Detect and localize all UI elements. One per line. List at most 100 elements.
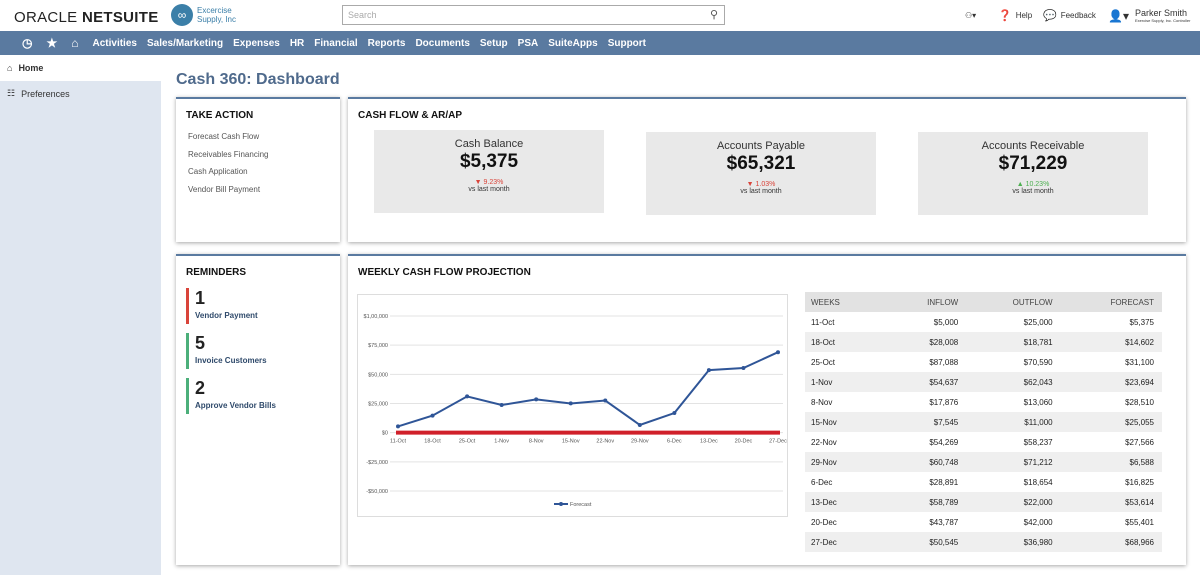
link-vendor-bill-payment[interactable]: Vendor Bill Payment — [188, 185, 261, 194]
home-icon[interactable]: ⌂ — [71, 36, 79, 50]
x-tick-label: 11-Oct — [390, 439, 407, 445]
table-cell: 1-Nov — [805, 372, 890, 392]
x-tick-label: 25-Oct — [459, 439, 476, 445]
table-cell: $70,590 — [1023, 357, 1053, 367]
user-menu[interactable]: 👤▾ Parker Smith Exercise Supply, Inc. Con… — [1108, 0, 1190, 31]
nav-activities[interactable]: Activities — [92, 37, 137, 49]
table-cell: $5,375 — [1129, 317, 1154, 327]
nav-financial[interactable]: Financial — [314, 37, 358, 49]
reminder-vendor-payment[interactable]: 1 Vendor Payment — [186, 288, 258, 324]
link-receivables-financing[interactable]: Receivables Financing — [188, 150, 269, 159]
data-point — [568, 401, 573, 406]
table-row: 6-Dec $28,891 $18,654 $16,825 — [805, 472, 1162, 492]
nav-psa[interactable]: PSA — [517, 37, 539, 49]
nav-hr[interactable]: HR — [289, 37, 305, 49]
cash-flow-panel: CASH FLOW & AR/AP Cash Balance $5,375 ▼ … — [348, 97, 1186, 242]
help-icon: ❓ — [998, 10, 1012, 22]
netsuite-logo[interactable]: ORACLE NETSUITE — [14, 9, 159, 26]
reminder-label: Invoice Customers — [195, 356, 267, 365]
feedback-icon: 💬 — [1043, 10, 1057, 22]
y-tick-label: $25,000 — [368, 402, 388, 408]
sidebar-item-home[interactable]: ⌂ Home — [0, 55, 161, 81]
table-cell: 15-Nov — [805, 412, 890, 432]
table-cell: $87,088 — [929, 357, 959, 367]
kpi-sub: vs last month — [468, 186, 510, 193]
table-cell: $53,614 — [1060, 492, 1162, 512]
panel-title: CASH FLOW & AR/AP — [358, 110, 463, 121]
table-header: WEEKS INFLOW OUTFLOW FORECAST — [805, 292, 1162, 312]
kpi-cash-balance: Cash Balance $5,375 ▼ 9.23% vs last mont… — [374, 130, 604, 213]
table-cell: $18,781 — [966, 332, 1061, 352]
data-point — [499, 403, 504, 408]
table-row: 20-Dec $43,787 $42,000 $55,401 — [805, 512, 1162, 532]
reminder-count: 5 — [195, 333, 206, 353]
user-role: Exercise Supply, Inc. Controller — [1134, 18, 1191, 23]
data-point — [776, 350, 780, 355]
feedback-link[interactable]: 💬 Feedback — [1043, 0, 1096, 31]
down-arrow-icon: ▼ — [746, 181, 756, 188]
table-cell: $27,566 — [1125, 437, 1154, 447]
x-tick-label: 6-Dec — [667, 439, 682, 445]
page-title: Cash 360: Dashboard — [176, 71, 340, 88]
series-line — [397, 351, 779, 428]
data-point — [396, 424, 400, 429]
link-cash-application[interactable]: Cash Application — [188, 167, 248, 176]
table-row: 22-Nov $54,269 $58,237 $27,566 — [805, 432, 1162, 452]
table-cell: $25,000 — [1023, 317, 1053, 327]
y-tick-label: -$25,000 — [366, 460, 388, 466]
panel-title: WEEKLY CASH FLOW PROJECTION — [358, 267, 531, 278]
nav-suiteapps[interactable]: SuiteApps — [548, 37, 598, 49]
table-cell: 29-Nov — [805, 452, 890, 472]
table-cell: $42,000 — [1023, 517, 1053, 527]
legend-label: Forecast — [570, 502, 592, 508]
table-cell: $55,401 — [1125, 517, 1154, 527]
roles-menu[interactable]: ⚇▾ — [965, 0, 976, 31]
kpi-label: Cash Balance — [454, 138, 524, 150]
reminder-invoice-customers[interactable]: 5 Invoice Customers — [186, 333, 267, 369]
help-link[interactable]: ❓ Help — [998, 0, 1032, 31]
table-cell: $60,748 — [889, 452, 967, 472]
table-cell: 13-Dec — [805, 492, 890, 512]
recent-icon[interactable]: ◷ — [22, 36, 33, 50]
sidebar-item-preferences[interactable]: ☷ Preferences — [0, 81, 161, 106]
nav-support[interactable]: Support — [607, 37, 647, 49]
nav-documents[interactable]: Documents — [415, 37, 470, 49]
table-cell: $11,000 — [966, 412, 1061, 432]
x-tick-label: 22-Nov — [596, 439, 614, 445]
reminder-count: 1 — [195, 288, 206, 308]
column-header: OUTFLOW — [966, 292, 1061, 312]
company-logo: ∞ Excercise Supply, Inc — [171, 4, 236, 26]
table-cell: $28,891 — [929, 477, 959, 487]
table-cell: $28,008 — [889, 332, 967, 352]
link-forecast-cash-flow[interactable]: Forecast Cash Flow — [188, 132, 260, 141]
table-cell: $25,055 — [1060, 412, 1162, 432]
data-point — [637, 422, 642, 427]
nav-expenses[interactable]: Expenses — [233, 37, 280, 49]
search-input[interactable]: Search ⚲ — [342, 5, 725, 25]
table-row: 27-Dec $50,545 $36,980 $68,966 — [805, 532, 1162, 552]
nav-setup[interactable]: Setup — [479, 37, 508, 49]
reminder-approve-vendor-bills[interactable]: 2 Approve Vendor Bills — [186, 378, 276, 414]
star-icon[interactable]: ★ — [46, 36, 58, 50]
feedback-label: Feedback — [1060, 11, 1096, 20]
table-cell: 25-Oct — [811, 357, 836, 367]
table-cell: $31,100 — [1125, 357, 1154, 367]
table-cell: 27-Dec — [805, 532, 890, 552]
table-cell: $71,212 — [966, 452, 1061, 472]
search-icon[interactable]: ⚲ — [709, 9, 718, 21]
kpi-value: $5,375 — [459, 151, 519, 172]
help-label: Help — [1015, 11, 1033, 20]
sliders-icon: ☷ — [7, 88, 16, 98]
nav-sales-marketing[interactable]: Sales/Marketing — [146, 37, 224, 49]
company-name-1: Excercise — [197, 6, 232, 15]
table-row: 18-Oct $28,008 $18,781 $14,602 — [805, 332, 1162, 352]
y-tick-label: $50,000 — [368, 372, 388, 378]
reminders-panel: REMINDERS 1 Vendor Payment 5 Invoice Custo… — [176, 254, 340, 565]
sidebar-label: Preferences — [21, 88, 70, 99]
data-point — [534, 397, 539, 402]
nav-reports[interactable]: Reports — [367, 37, 406, 49]
weekly-table: WEEKS INFLOW OUTFLOW FORECAST 11-Oct $5,000 $… — [805, 292, 1162, 552]
table-cell: $18,654 — [1023, 477, 1053, 487]
roles-icon[interactable]: ⚇▾ — [965, 11, 977, 20]
x-tick-label: 29-Nov — [631, 439, 649, 445]
